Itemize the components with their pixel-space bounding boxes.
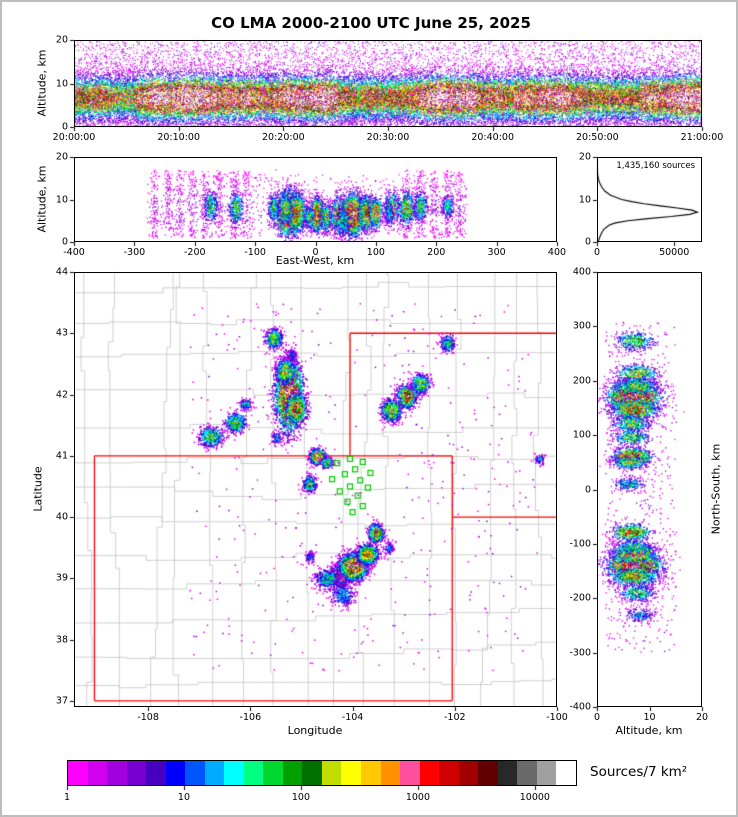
time_height-ytick-label: 10 <box>55 78 68 89</box>
east_west-xtick-label: -400 <box>63 247 85 258</box>
ew-panel-ylabel: Altitude, km <box>35 165 49 233</box>
colorbar-segment <box>146 761 166 785</box>
ns-panel-xlabel: Altitude, km <box>615 724 683 737</box>
histogram-ytick-label: 20 <box>578 151 591 163</box>
east_west-ytick-label: 10 <box>55 194 68 205</box>
time_height-ytick-label: 0 <box>61 121 68 133</box>
colorbar-tick-label: 10000 <box>519 792 550 803</box>
map-ytick-label: 38 <box>55 634 68 646</box>
map-ytick-label: 42 <box>55 389 68 401</box>
ew-panel-xlabel: East-West, km <box>275 254 355 267</box>
time-panel-ylabel: Altitude, km <box>35 49 49 117</box>
colorbar-tick-label: 10 <box>177 792 191 803</box>
map-ytick-label: 40 <box>55 511 68 523</box>
time_height-xtick-label: 20:50:00 <box>575 132 619 143</box>
histogram-ytick-label: 0 <box>584 236 591 248</box>
colorbar-tick-label: 100 <box>291 792 311 803</box>
map-ytick-label: 43 <box>55 327 68 339</box>
east_west-xtick-label: 100 <box>366 247 385 258</box>
map-ylabel: Latitude <box>31 466 45 512</box>
colorbar-segment <box>282 761 303 785</box>
colorbar-segment <box>497 761 518 785</box>
time_height-xtick-label: 20:20:00 <box>261 132 305 143</box>
map-ytick-label: 37 <box>55 695 68 707</box>
colorbar-segment <box>68 761 88 785</box>
colorbar-tick-label: 1 <box>63 792 71 803</box>
north_south-xtick-label: 10 <box>643 712 656 723</box>
source-count-annotation: 1,435,160 sources <box>616 161 695 171</box>
colorbar-segment <box>341 761 361 785</box>
east_west-xtick-label: 300 <box>487 247 506 258</box>
histogram-xtick-label: 0 <box>593 247 601 258</box>
colorbar-segment <box>517 761 537 785</box>
north_south-ytick-label: -100 <box>569 538 591 550</box>
map-ytick-label: 41 <box>55 450 68 462</box>
east_west-xtick-label: 200 <box>427 247 446 258</box>
east_west-xtick-label: -100 <box>244 247 266 258</box>
colorbar-segment <box>107 761 127 785</box>
colorbar-segment <box>321 761 342 785</box>
colorbar-segment <box>556 761 576 785</box>
north_south-ytick-label: 100 <box>572 429 591 441</box>
histogram-ytick-label: 10 <box>578 194 591 205</box>
time_height-ytick-label: 20 <box>55 34 68 46</box>
colorbar-tick-label: 1000 <box>405 792 430 803</box>
colorbar-segment <box>224 761 244 785</box>
north_south-ytick-label: 200 <box>572 375 591 387</box>
east_west-xtick-label: 400 <box>547 247 567 258</box>
map-ytick-label: 39 <box>55 572 68 584</box>
colorbar-segment <box>478 761 498 785</box>
map-xtick-label: -104 <box>341 712 364 723</box>
colorbar-segment <box>126 761 147 785</box>
map-xtick-label: -102 <box>443 712 466 723</box>
east_west-xtick-label: 0 <box>312 247 319 258</box>
figure-title: CO LMA 2000-2100 UTC June 25, 2025 <box>211 14 531 32</box>
east_west-xtick-label: -300 <box>123 247 146 258</box>
time_height-xtick-label: 20:40:00 <box>471 132 514 143</box>
colorbar-segment <box>302 761 322 785</box>
colorbar-segment <box>458 761 479 785</box>
colorbar-segment <box>380 761 401 785</box>
ns-panel-ylabel: North-South, km <box>709 443 723 535</box>
north_south-ytick-label: 0 <box>584 484 591 495</box>
colorbar <box>67 760 577 786</box>
colorbar-segment <box>360 761 381 785</box>
time_height-xtick-label: 20:00:00 <box>52 132 96 143</box>
histogram-xtick-label: 50000 <box>659 247 690 258</box>
map-xtick-label: -100 <box>546 712 568 723</box>
colorbar-label: Sources/7 km² <box>590 764 688 780</box>
colorbar-segment <box>419 761 440 785</box>
map-xlabel: Longitude <box>287 724 343 737</box>
map-xtick-label: -108 <box>137 712 159 723</box>
north_south-ytick-label: -200 <box>569 592 591 604</box>
north_south-ytick-label: -400 <box>569 701 591 713</box>
colorbar-segment <box>243 761 264 785</box>
north_south-xtick-label: 0 <box>593 712 601 723</box>
time_height-xtick-label: 21:00:00 <box>680 132 724 143</box>
north_south-ytick-label: -300 <box>569 647 591 659</box>
colorbar-segment <box>439 761 459 785</box>
map-ytick-label: 44 <box>55 266 68 278</box>
colorbar-segment <box>263 761 283 785</box>
colorbar-segment <box>87 761 108 785</box>
north_south-ytick-label: 300 <box>572 320 591 332</box>
east_west-ytick-label: 20 <box>55 151 68 163</box>
north_south-ytick-label: 400 <box>572 266 591 278</box>
colorbar-segment <box>165 761 186 785</box>
time_height-xtick-label: 20:10:00 <box>157 132 200 143</box>
colorbar-segment <box>185 761 205 785</box>
time_height-xtick-label: 20:30:00 <box>366 132 410 143</box>
colorbar-segment <box>204 761 225 785</box>
map-xtick-label: -106 <box>239 712 262 723</box>
east_west-xtick-label: -200 <box>183 247 206 258</box>
north_south-xtick-label: 20 <box>695 712 709 723</box>
colorbar-segment <box>536 761 557 785</box>
east_west-ytick-label: 0 <box>61 236 68 248</box>
colorbar-segment <box>400 761 420 785</box>
